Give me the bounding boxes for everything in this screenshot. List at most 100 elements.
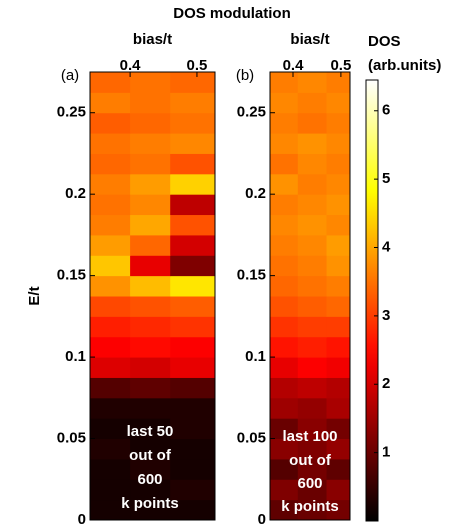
heatmap-cell [170, 173, 216, 195]
heatmap-cell [130, 397, 171, 419]
heatmap-cell [130, 336, 171, 358]
plot-frame [89, 71, 216, 521]
heatmap-cell [270, 234, 299, 256]
heatmap-cell [170, 92, 216, 114]
heatmap-cell [297, 92, 328, 114]
panel-label: (b) [236, 67, 254, 84]
heatmap-cell [270, 275, 299, 297]
heatmap-cell [170, 336, 216, 358]
heatmap-cell [90, 479, 131, 501]
y-tick-label: 0.25 [237, 104, 266, 121]
y-tick-label: 0.1 [65, 348, 86, 365]
heatmap-cell [170, 397, 216, 419]
heatmap-cell [90, 458, 131, 480]
y-axis-label: E/t [26, 286, 43, 305]
plot-frame [269, 71, 351, 521]
colorbar-label: (arb.units) [368, 57, 441, 74]
heatmap-cell [130, 173, 171, 195]
heatmap-cell [170, 72, 216, 93]
heatmap-cell [90, 112, 131, 134]
heatmap-cell [90, 377, 131, 399]
heatmap-cell [270, 336, 299, 358]
annotation: out of [129, 447, 172, 464]
heatmap-cell [297, 112, 328, 134]
heatmap-cell [130, 234, 171, 256]
heatmap-cell [297, 275, 328, 297]
heatmap-cell [326, 499, 351, 521]
heatmap-cell [130, 499, 171, 521]
heatmap-cell [326, 112, 351, 134]
heatmap-cell [326, 479, 351, 501]
heatmap-cell [326, 357, 351, 378]
heatmap-cell [170, 458, 216, 480]
heatmap-cell [270, 316, 299, 338]
heatmap-cell [297, 72, 328, 93]
y-tick-label: 0.2 [245, 185, 266, 202]
heatmap-cell [270, 194, 299, 216]
heatmap-cell [170, 479, 216, 501]
heatmap-cell [297, 255, 328, 277]
heatmap-cell [130, 458, 171, 480]
heatmap-cell [170, 438, 216, 460]
heatmap-cell [130, 275, 171, 297]
colorbar-tick-label: 1 [382, 444, 390, 461]
colorbar-label: DOS [368, 33, 401, 50]
heatmap-cell [170, 377, 216, 399]
x-tick-label: 0.5 [330, 57, 351, 74]
heatmap-cell [297, 296, 328, 317]
heatmap-cell [297, 499, 328, 521]
annotation: last 50 [127, 423, 174, 440]
heatmap-cell [90, 214, 131, 236]
colorbar [365, 79, 379, 522]
heatmap-cell [130, 296, 171, 317]
x-tick-label: 0.4 [120, 57, 142, 74]
heatmap-cell [326, 438, 351, 460]
heatmap-cell [270, 173, 299, 195]
heatmap-cell [297, 153, 328, 175]
y-tick-label: 0.2 [65, 185, 86, 202]
heatmap-cell [270, 357, 299, 378]
heatmap-cell [90, 499, 131, 521]
heatmap-cell [90, 194, 131, 216]
heatmap-cell [90, 296, 131, 317]
heatmap-cell [130, 377, 171, 399]
heatmap-cell [130, 133, 171, 154]
heatmap-cell [130, 479, 171, 501]
chart-title: DOS modulation [173, 5, 291, 22]
heatmap-cell [270, 255, 299, 277]
heatmap-cell [270, 112, 299, 134]
heatmap-cell [170, 418, 216, 440]
y-tick-label: 0.05 [57, 430, 86, 447]
heatmap-cell [297, 377, 328, 399]
y-tick-label: 0.1 [245, 348, 266, 365]
heatmap-cell [90, 92, 131, 114]
heatmap-cell [326, 173, 351, 195]
x-axis-label: bias/t [290, 31, 329, 48]
colorbar-tick-label: 2 [382, 375, 390, 392]
heatmap-cell [130, 194, 171, 216]
panel-label: (a) [61, 67, 79, 84]
heatmap-cell [326, 418, 351, 440]
heatmap-cell [326, 153, 351, 175]
y-tick-label: 0.25 [57, 104, 86, 121]
heatmap-cell [270, 92, 299, 114]
heatmap-cell [326, 296, 351, 317]
heatmap-cell [297, 173, 328, 195]
heatmap-cell [326, 316, 351, 338]
heatmap-cell [90, 316, 131, 338]
heatmap-cell [297, 194, 328, 216]
annotation: out of [289, 452, 332, 469]
heatmap-cell [90, 173, 131, 195]
x-tick-label: 0.4 [283, 57, 305, 74]
colorbar-tick-label: 6 [382, 102, 390, 119]
y-tick-label: 0.15 [57, 267, 86, 284]
colorbar-tick-label: 3 [382, 307, 390, 324]
heatmap-cell [297, 357, 328, 378]
annotation: 600 [137, 471, 162, 488]
heatmap-cell [90, 255, 131, 277]
heatmap-cell [130, 153, 171, 175]
heatmap-cell [270, 133, 299, 154]
heatmap-cell [170, 153, 216, 175]
heatmap-cell [130, 255, 171, 277]
heatmap-cell [170, 234, 216, 256]
